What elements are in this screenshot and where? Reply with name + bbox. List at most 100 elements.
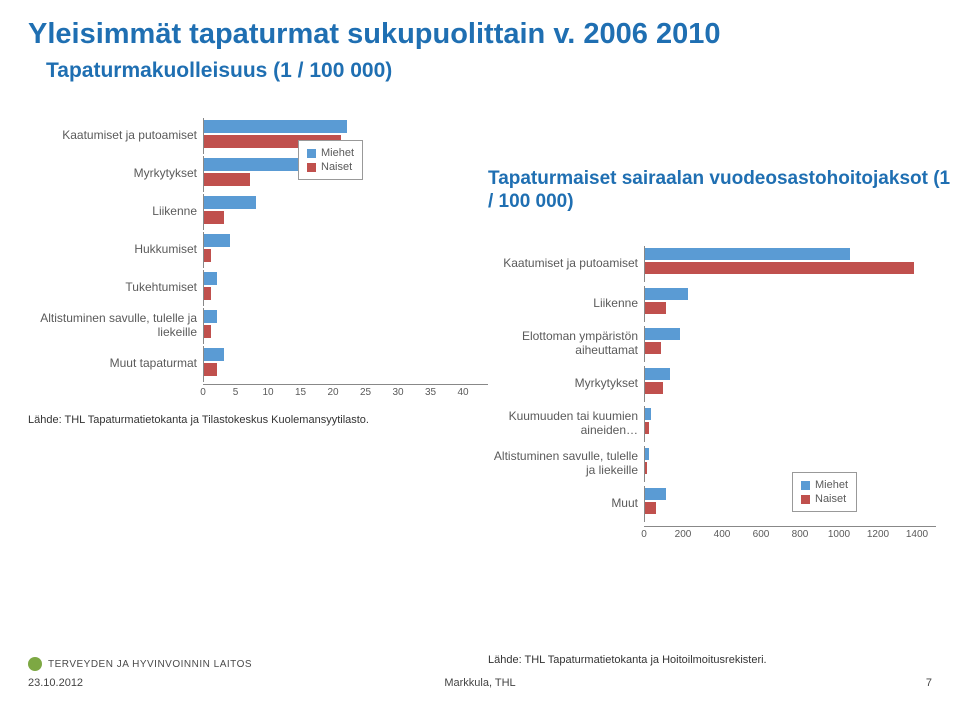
chart1-tick: 10 xyxy=(262,387,273,398)
chart2-tick: 800 xyxy=(792,529,809,540)
bar-miehet xyxy=(204,272,217,285)
chart1-x-axis: 0510152025303540 xyxy=(203,384,488,400)
bar-miehet xyxy=(645,368,670,380)
chart2-bar-group xyxy=(644,246,936,282)
legend-label-miehet: Miehet xyxy=(321,147,354,159)
chart2-x-axis: 0200400600800100012001400 xyxy=(644,526,936,542)
chart2-tick: 400 xyxy=(714,529,731,540)
chart2-row: Liikenne xyxy=(488,286,936,322)
chart1-tick: 40 xyxy=(457,387,468,398)
chart2-bar-group xyxy=(644,446,936,482)
org-logo: TERVEYDEN JA HYVINVOINNIN LAITOS xyxy=(28,657,252,671)
chart2-row: Kuumuuden tai kuumien aineiden… xyxy=(488,406,936,442)
bar-miehet xyxy=(204,234,230,247)
chart1-category-label: Muut tapaturmat xyxy=(28,357,203,371)
legend-label-naiset: Naiset xyxy=(815,493,846,505)
org-name: TERVEYDEN JA HYVINVOINNIN LAITOS xyxy=(48,659,252,670)
legend-swatch-naiset xyxy=(307,163,316,172)
legend-swatch-miehet xyxy=(307,149,316,158)
chart1-row: Tukehtumiset xyxy=(28,270,488,306)
bar-naiset xyxy=(204,211,224,224)
bar-miehet xyxy=(204,120,347,133)
chart2-category-label: Myrkytykset xyxy=(488,377,644,391)
chart2-tick: 1200 xyxy=(867,529,889,540)
chart2-tick: 200 xyxy=(675,529,692,540)
bar-naiset xyxy=(645,382,663,394)
chart2-bar-group xyxy=(644,406,936,442)
chart1-category-label: Myrkytykset xyxy=(28,167,203,181)
chart1-bar-group xyxy=(203,308,488,344)
chart2-row: Muut xyxy=(488,486,936,522)
legend-swatch-miehet xyxy=(801,481,810,490)
bar-miehet xyxy=(645,248,850,260)
chart2-row: Kaatumiset ja putoamiset xyxy=(488,246,936,282)
footer-page: 7 xyxy=(926,677,932,689)
chart1-row: Liikenne xyxy=(28,194,488,230)
chart2-title: Tapaturmaiset sairaalan vuodeosastohoito… xyxy=(488,168,960,214)
chart1-tick: 5 xyxy=(233,387,239,398)
bar-naiset xyxy=(645,262,914,274)
bar-naiset xyxy=(204,173,250,186)
legend-item-naiset: Naiset xyxy=(801,493,848,505)
chart1-category-label: Altistuminen savulle, tulelle ja liekeil… xyxy=(28,312,203,340)
chart1-title: Tapaturmakuolleisuus (1 / 100 000) xyxy=(46,59,932,83)
chart1-source: Lähde: THL Tapaturmatietokanta ja Tilast… xyxy=(28,414,369,426)
chart1-tick: 25 xyxy=(360,387,371,398)
legend-swatch-naiset xyxy=(801,495,810,504)
chart2-source: Lähde: THL Tapaturmatietokanta ja Hoitoi… xyxy=(488,654,767,666)
chart1-bar-group xyxy=(203,194,488,230)
chart2-tick: 600 xyxy=(753,529,770,540)
bar-naiset xyxy=(645,502,656,514)
legend-label-miehet: Miehet xyxy=(815,479,848,491)
legend-item-miehet: Miehet xyxy=(801,479,848,491)
chart2: Kaatumiset ja putoamiset Liikenne Elottoma… xyxy=(488,246,936,542)
bar-naiset xyxy=(204,249,211,262)
chart1-row: Altistuminen savulle, tulelle ja liekeil… xyxy=(28,308,488,344)
chart1-tick: 20 xyxy=(327,387,338,398)
chart1: Kaatumiset ja putoamiset Myrkytykset Liike… xyxy=(28,118,488,400)
bar-miehet xyxy=(645,488,666,500)
chart2-bar-group xyxy=(644,366,936,402)
chart2-row: Elottoman ympäristön aiheuttamat xyxy=(488,326,936,362)
chart2-category-label: Muut xyxy=(488,497,644,511)
bar-miehet xyxy=(645,448,649,460)
chart1-tick: 35 xyxy=(425,387,436,398)
chart2-bar-group xyxy=(644,286,936,322)
chart1-bar-group xyxy=(203,232,488,268)
bar-naiset xyxy=(645,302,666,314)
chart1-tick: 30 xyxy=(392,387,403,398)
footer-center: Markkula, THL xyxy=(444,677,515,689)
legend-label-naiset: Naiset xyxy=(321,161,352,173)
org-logo-icon xyxy=(28,657,42,671)
chart2-legend: Miehet Naiset xyxy=(792,472,857,512)
chart1-row: Muut tapaturmat xyxy=(28,346,488,382)
legend-item-miehet: Miehet xyxy=(307,147,354,159)
chart1-row: Hukkumiset xyxy=(28,232,488,268)
chart1-category-label: Liikenne xyxy=(28,205,203,219)
bar-miehet xyxy=(645,288,688,300)
chart1-bar-group xyxy=(203,270,488,306)
bar-naiset xyxy=(645,462,647,474)
legend-item-naiset: Naiset xyxy=(307,161,354,173)
chart2-bar-group xyxy=(644,326,936,362)
chart2-category-label: Altistuminen savulle, tulelle ja liekeil… xyxy=(488,450,644,478)
bar-naiset xyxy=(204,287,211,300)
chart1-row: Myrkytykset xyxy=(28,156,488,192)
chart2-bar-group xyxy=(644,486,936,522)
bar-naiset xyxy=(204,363,217,376)
chart1-category-label: Kaatumiset ja putoamiset xyxy=(28,129,203,143)
chart1-tick: 15 xyxy=(295,387,306,398)
chart2-row: Altistuminen savulle, tulelle ja liekeil… xyxy=(488,446,936,482)
chart2-category-label: Kuumuuden tai kuumien aineiden… xyxy=(488,410,644,438)
chart2-category-label: Kaatumiset ja putoamiset xyxy=(488,257,644,271)
chart1-row: Kaatumiset ja putoamiset xyxy=(28,118,488,154)
chart1-legend: Miehet Naiset xyxy=(298,140,363,180)
chart1-bar-group xyxy=(203,346,488,382)
footer-date: 23.10.2012 xyxy=(28,677,83,689)
chart1-category-label: Tukehtumiset xyxy=(28,281,203,295)
chart2-category-label: Liikenne xyxy=(488,297,644,311)
bar-miehet xyxy=(645,408,651,420)
chart2-category-label: Elottoman ympäristön aiheuttamat xyxy=(488,330,644,358)
chart1-category-label: Hukkumiset xyxy=(28,243,203,257)
chart2-tick: 1000 xyxy=(828,529,850,540)
